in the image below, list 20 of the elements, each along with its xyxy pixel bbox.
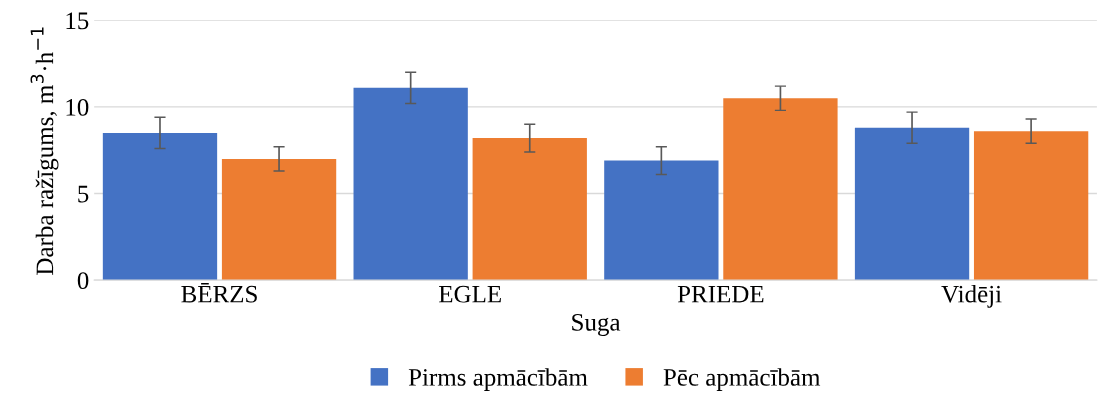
x-tick-label: Vidēji bbox=[941, 285, 1002, 308]
legend-label: Pirms apmācībām bbox=[408, 368, 588, 391]
bar bbox=[472, 138, 587, 281]
legend-label: Pēc apmācībām bbox=[663, 368, 821, 391]
bar bbox=[854, 127, 970, 281]
bar bbox=[221, 158, 337, 281]
y-axis-title: Darba ražīgums, m$^{3}$·h$^{−1}$ bbox=[30, 27, 59, 275]
bar bbox=[102, 132, 218, 281]
y-tick-label: 10 bbox=[66, 98, 89, 116]
y-tick-label: 5 bbox=[78, 185, 89, 203]
x-tick-label: EGLE bbox=[438, 285, 501, 303]
bar bbox=[353, 87, 468, 281]
bar bbox=[973, 131, 1089, 281]
x-axis-title: Suga bbox=[572, 313, 621, 336]
x-tick-label: PRIEDE bbox=[677, 285, 764, 303]
bar bbox=[723, 98, 838, 281]
y-tick-label: 15 bbox=[66, 12, 89, 30]
bar bbox=[604, 160, 719, 281]
y-tick-label: 0 bbox=[77, 272, 89, 290]
x-tick-label: BĒRZS bbox=[181, 283, 257, 303]
